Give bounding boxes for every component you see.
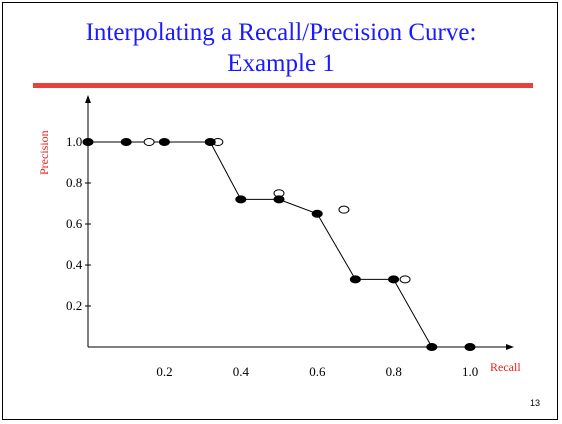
- filled-point: [82, 138, 94, 146]
- x-tick-label: 0.8: [386, 364, 402, 379]
- filled-point: [120, 138, 132, 146]
- y-tick-label: 0.2: [66, 298, 82, 313]
- x-tick-label: 0.2: [156, 364, 172, 379]
- chart-marks: [82, 138, 476, 351]
- filled-point: [235, 195, 247, 204]
- y-tick-label: 0.6: [66, 216, 83, 231]
- chart-axes: [85, 95, 514, 350]
- y-axis-arrow: [85, 95, 91, 103]
- filled-point: [349, 275, 361, 284]
- y-tick-label: 0.4: [66, 257, 83, 272]
- filled-point: [158, 138, 170, 146]
- filled-point: [311, 209, 323, 218]
- slide-title: Interpolating a Recall/Precision Curve: …: [3, 17, 559, 79]
- x-axis-title: Recall: [490, 360, 521, 374]
- y-axis-title: Precision: [37, 130, 51, 175]
- title-divider: [33, 83, 533, 88]
- page-number: 13: [529, 398, 540, 408]
- open-point: [399, 275, 411, 284]
- interpolated-curve: [88, 141, 470, 348]
- open-point: [143, 138, 155, 146]
- x-axis-arrow: [506, 344, 514, 350]
- slide-title-line-1: Interpolating a Recall/Precision Curve:: [85, 19, 477, 46]
- x-tick-label: 1.0: [462, 364, 478, 379]
- slide: Interpolating a Recall/Precision Curve: …: [2, 2, 558, 420]
- y-tick-label: 0.8: [66, 175, 82, 190]
- filled-point: [426, 343, 438, 351]
- chart-labels: 0.2 0.4 0.6 0.8 1.0 0.2 0.4 0.6 0.8 1.0 Recall Prec…: [37, 130, 521, 379]
- filled-point: [388, 275, 400, 284]
- open-point: [338, 205, 350, 214]
- slide-title-line-2: Example 1: [227, 50, 335, 77]
- filled-point: [273, 195, 285, 204]
- y-tick-label: 1.0: [66, 134, 82, 149]
- filled-point: [464, 343, 476, 351]
- filled-point: [204, 138, 216, 146]
- x-tick-label: 0.6: [309, 364, 326, 379]
- x-tick-label: 0.4: [233, 364, 250, 379]
